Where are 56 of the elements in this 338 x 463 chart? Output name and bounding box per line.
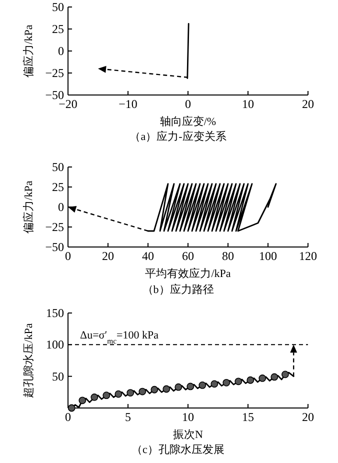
y-tick-label: −25 [45, 66, 64, 80]
point [138, 388, 146, 396]
y-tick-label: 100 [46, 338, 64, 352]
y-tick-label: −50 [45, 240, 64, 254]
ref-line-label: Δu=σ′$_{mc}$=100 kPa [80, 330, 159, 346]
y-tick-label: 0 [58, 200, 64, 214]
point [258, 374, 266, 382]
x-tick-label: 100 [259, 249, 277, 263]
text: （c）孔隙水压发展 [132, 443, 224, 456]
point [90, 394, 98, 401]
point [150, 386, 158, 394]
point [186, 382, 194, 390]
point [102, 392, 110, 400]
y-tick-label: 150 [46, 306, 64, 320]
point [222, 378, 230, 386]
y-tick-label: 50 [52, 0, 64, 14]
x-tick-label: 80 [222, 249, 234, 263]
y-tick-label: 0 [58, 44, 64, 58]
x-tick-label: 60 [182, 249, 194, 263]
point [78, 396, 86, 404]
x-tick-label: 20 [102, 249, 114, 263]
point [174, 383, 182, 391]
x-tick-label: 20 [302, 410, 314, 424]
point [68, 404, 76, 412]
point [126, 389, 134, 396]
x-tick-label: 20 [302, 97, 314, 111]
y-tick-label: 50 [52, 369, 64, 384]
x-tick-label: 10 [182, 410, 194, 424]
x-tick-label: −10 [118, 97, 138, 111]
point [282, 370, 289, 378]
y-axis-title: 超孔隙水压/kPa [22, 323, 35, 398]
y-tick-label: 25 [52, 180, 64, 194]
point [234, 378, 242, 386]
x-tick-label: 15 [242, 410, 254, 424]
x-tick-label: 0 [185, 97, 191, 111]
point [162, 385, 170, 393]
x-tick-label: 40 [142, 249, 154, 263]
point [210, 380, 218, 388]
point [114, 390, 122, 398]
y-axis-title: 偏应力/kPa [22, 180, 35, 234]
x-axis-title: 振次N [173, 429, 204, 441]
y-tick-label: 50 [52, 160, 64, 174]
point [270, 373, 278, 381]
point [246, 376, 254, 384]
x-tick-label: 10 [242, 97, 254, 111]
x-tick-label: 5 [125, 410, 131, 424]
x-axis-title: 平均有效应力/kPa [145, 267, 231, 280]
x-tick-label: 120 [299, 249, 317, 263]
x-axis-title: 轴向应变/% [160, 115, 216, 128]
y-tick-label: −25 [45, 220, 64, 234]
text: （a）应力-应变关系 [130, 130, 226, 143]
text: （b）应力路径 [142, 283, 214, 296]
y-axis-title: 偏应力/kPa [22, 24, 35, 78]
point [198, 382, 206, 389]
y-tick-label: 25 [52, 22, 64, 36]
y-tick-label: −50 [45, 88, 64, 102]
